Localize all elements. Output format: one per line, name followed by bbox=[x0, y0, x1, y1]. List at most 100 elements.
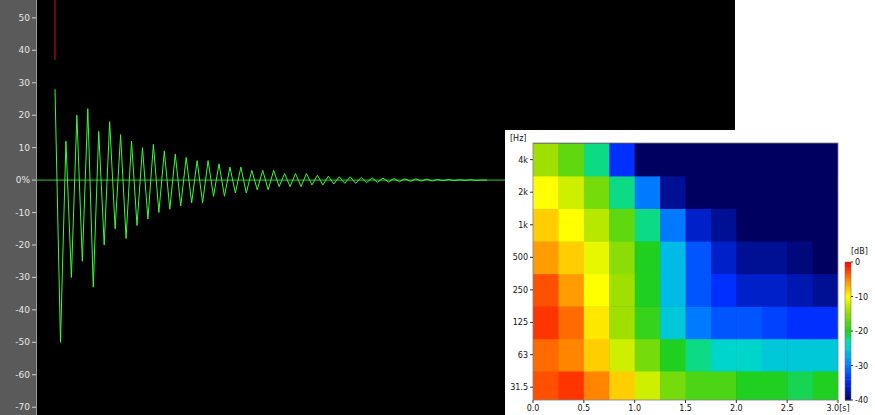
colorbar-tick-label: -40 bbox=[855, 396, 868, 405]
y-tick bbox=[32, 180, 36, 181]
cell bbox=[660, 371, 686, 400]
y-tick-label: 30 bbox=[19, 78, 31, 88]
cell bbox=[736, 306, 762, 339]
cell bbox=[762, 241, 788, 274]
x-tick-label: 1.5 bbox=[679, 404, 692, 413]
cell bbox=[813, 371, 838, 400]
cell bbox=[609, 176, 635, 209]
cell bbox=[584, 306, 610, 339]
colorbar-title: [dB] bbox=[851, 247, 868, 256]
x-tick bbox=[838, 400, 839, 403]
plot-frame bbox=[533, 143, 838, 400]
x-tick-label: 1.0 bbox=[628, 404, 641, 413]
y-tick-label: -70 bbox=[15, 402, 30, 412]
cell bbox=[686, 338, 712, 371]
y-tick-label: 500 bbox=[513, 253, 528, 262]
colorbar-tick-label: -20 bbox=[855, 327, 868, 336]
cell bbox=[686, 143, 712, 176]
x-tick-label: 3.0[s] bbox=[826, 404, 849, 413]
cell bbox=[660, 241, 686, 274]
colorbar-tick-label: 0 bbox=[855, 258, 860, 267]
cell bbox=[762, 306, 788, 339]
cell bbox=[533, 306, 559, 339]
y-tick-label: 31.5 bbox=[510, 383, 528, 392]
cell bbox=[762, 208, 788, 241]
cell bbox=[711, 241, 737, 274]
cell bbox=[711, 143, 737, 176]
y-tick-label: 63 bbox=[518, 351, 528, 360]
y-tick-label: -40 bbox=[15, 305, 30, 315]
cell bbox=[635, 176, 661, 209]
y-tick bbox=[32, 407, 36, 408]
y-tick-label: 0% bbox=[16, 175, 31, 185]
y-tick bbox=[32, 374, 36, 375]
cell bbox=[609, 208, 635, 241]
cell bbox=[813, 176, 838, 209]
cell bbox=[558, 176, 584, 209]
y-tick bbox=[530, 289, 533, 290]
cell bbox=[558, 241, 584, 274]
cell bbox=[533, 274, 559, 307]
cell bbox=[736, 371, 762, 400]
plot-ground bbox=[533, 143, 838, 400]
y-tick-label: 2k bbox=[518, 188, 528, 197]
cell bbox=[736, 241, 762, 274]
colorbar-tick-label: -30 bbox=[855, 362, 868, 371]
y-axis-title: [Hz] bbox=[510, 134, 526, 143]
y-tick bbox=[32, 50, 36, 51]
cell bbox=[762, 338, 788, 371]
cell bbox=[660, 274, 686, 307]
cell bbox=[813, 208, 838, 241]
x-tick-label: 0.0 bbox=[527, 404, 540, 413]
cell bbox=[686, 371, 712, 400]
colorbar-tick bbox=[851, 331, 853, 332]
cell bbox=[787, 143, 813, 176]
y-tick-label: -10 bbox=[15, 208, 30, 218]
x-tick bbox=[583, 400, 584, 403]
cell bbox=[787, 306, 813, 339]
waveform-line bbox=[55, 89, 487, 342]
cell bbox=[711, 371, 737, 400]
cell bbox=[533, 208, 559, 241]
y-tick bbox=[32, 244, 36, 245]
cell bbox=[533, 371, 559, 400]
cell bbox=[787, 241, 813, 274]
cell bbox=[609, 306, 635, 339]
waveform-panel: 50403020100%-10-20-30-40-50-60-70 bbox=[0, 0, 875, 415]
cell bbox=[787, 176, 813, 209]
colorbar-tick bbox=[851, 262, 853, 263]
y-tick bbox=[530, 192, 533, 193]
cell bbox=[635, 208, 661, 241]
cell bbox=[711, 208, 737, 241]
x-tick-label: 0.5 bbox=[577, 404, 590, 413]
marks bbox=[533, 143, 838, 400]
cell bbox=[558, 306, 584, 339]
cell bbox=[584, 241, 610, 274]
cell bbox=[787, 371, 813, 400]
cell bbox=[660, 338, 686, 371]
cell bbox=[660, 306, 686, 339]
cell bbox=[558, 274, 584, 307]
x-tick bbox=[736, 400, 737, 403]
cell bbox=[711, 338, 737, 371]
cell bbox=[635, 241, 661, 274]
cell bbox=[660, 176, 686, 209]
y-tick-label: -20 bbox=[15, 240, 30, 250]
cell bbox=[711, 306, 737, 339]
y-tick bbox=[32, 342, 36, 343]
cell bbox=[787, 338, 813, 371]
x-tick bbox=[533, 400, 534, 403]
y-tick bbox=[32, 82, 36, 83]
y-tick bbox=[32, 309, 36, 310]
cell bbox=[609, 371, 635, 400]
cell bbox=[736, 176, 762, 209]
cell bbox=[533, 143, 559, 176]
cell bbox=[584, 208, 610, 241]
cell bbox=[686, 176, 712, 209]
cell bbox=[686, 208, 712, 241]
x-tick bbox=[787, 400, 788, 403]
y-tick bbox=[530, 354, 533, 355]
cell bbox=[660, 208, 686, 241]
cell bbox=[558, 143, 584, 176]
y-tick bbox=[32, 212, 36, 213]
